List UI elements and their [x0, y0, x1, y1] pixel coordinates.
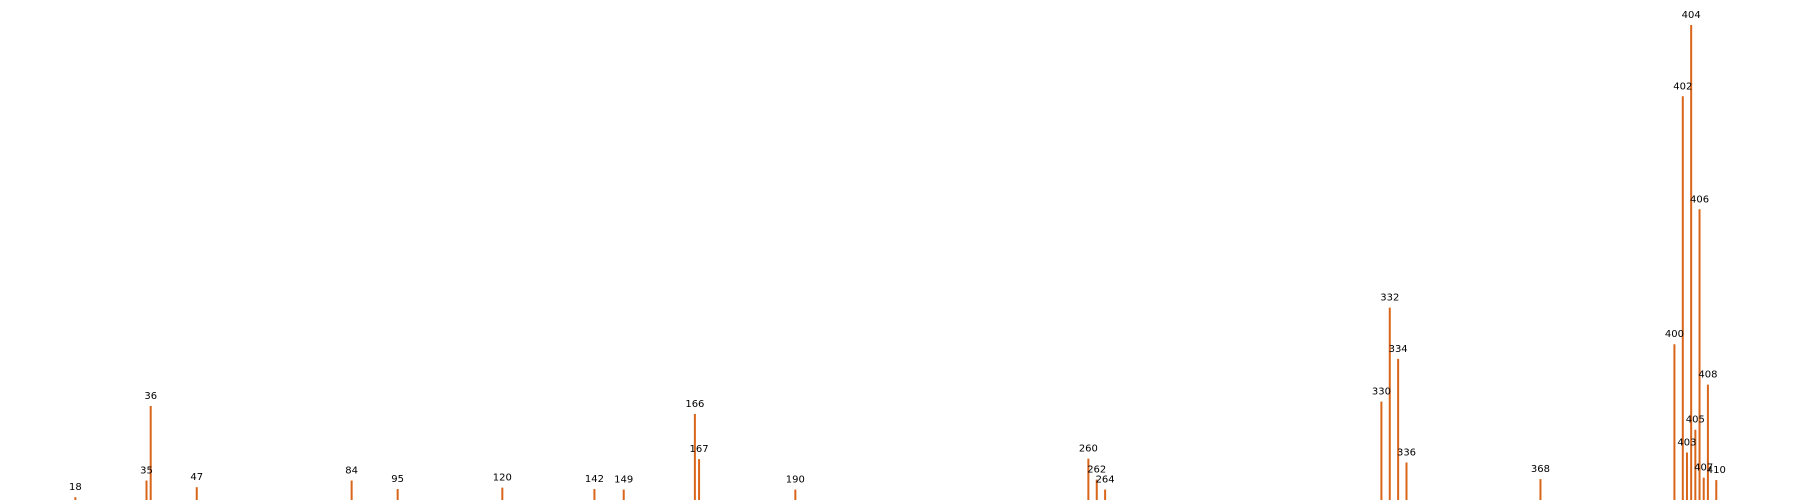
peak-label-149: 149 — [614, 475, 633, 486]
peak-bars — [74, 25, 1718, 500]
peak-label-400: 400 — [1665, 329, 1684, 340]
peak-label-330: 330 — [1372, 387, 1391, 398]
peak-label-142: 142 — [585, 474, 604, 485]
peak-label-410: 410 — [1707, 465, 1726, 476]
peak-label-334: 334 — [1389, 344, 1408, 355]
peak-label-332: 332 — [1380, 293, 1399, 304]
peak-label-407: 407 — [1694, 463, 1713, 474]
peak-label-262: 262 — [1087, 465, 1106, 476]
peak-label-84: 84 — [345, 466, 358, 477]
peak-label-408: 408 — [1698, 370, 1717, 381]
peak-label-166: 166 — [685, 399, 704, 410]
peak-label-47: 47 — [190, 472, 203, 483]
peak-label-190: 190 — [786, 475, 805, 486]
peak-label-264: 264 — [1096, 475, 1115, 486]
peak-label-18: 18 — [69, 482, 82, 493]
peak-label-404: 404 — [1682, 10, 1701, 21]
peak-label-35: 35 — [140, 466, 153, 477]
peak-label-36: 36 — [144, 391, 157, 402]
peak-label-167: 167 — [690, 444, 709, 455]
peak-label-368: 368 — [1531, 464, 1550, 475]
peak-label-260: 260 — [1079, 444, 1098, 455]
peak-label-336: 336 — [1397, 447, 1416, 458]
peak-label-405: 405 — [1686, 415, 1705, 426]
peak-label-95: 95 — [391, 474, 404, 485]
peak-label-402: 402 — [1673, 81, 1692, 92]
peak-label-403: 403 — [1677, 438, 1696, 449]
peak-label-406: 406 — [1690, 194, 1709, 205]
peak-label-120: 120 — [493, 473, 512, 484]
